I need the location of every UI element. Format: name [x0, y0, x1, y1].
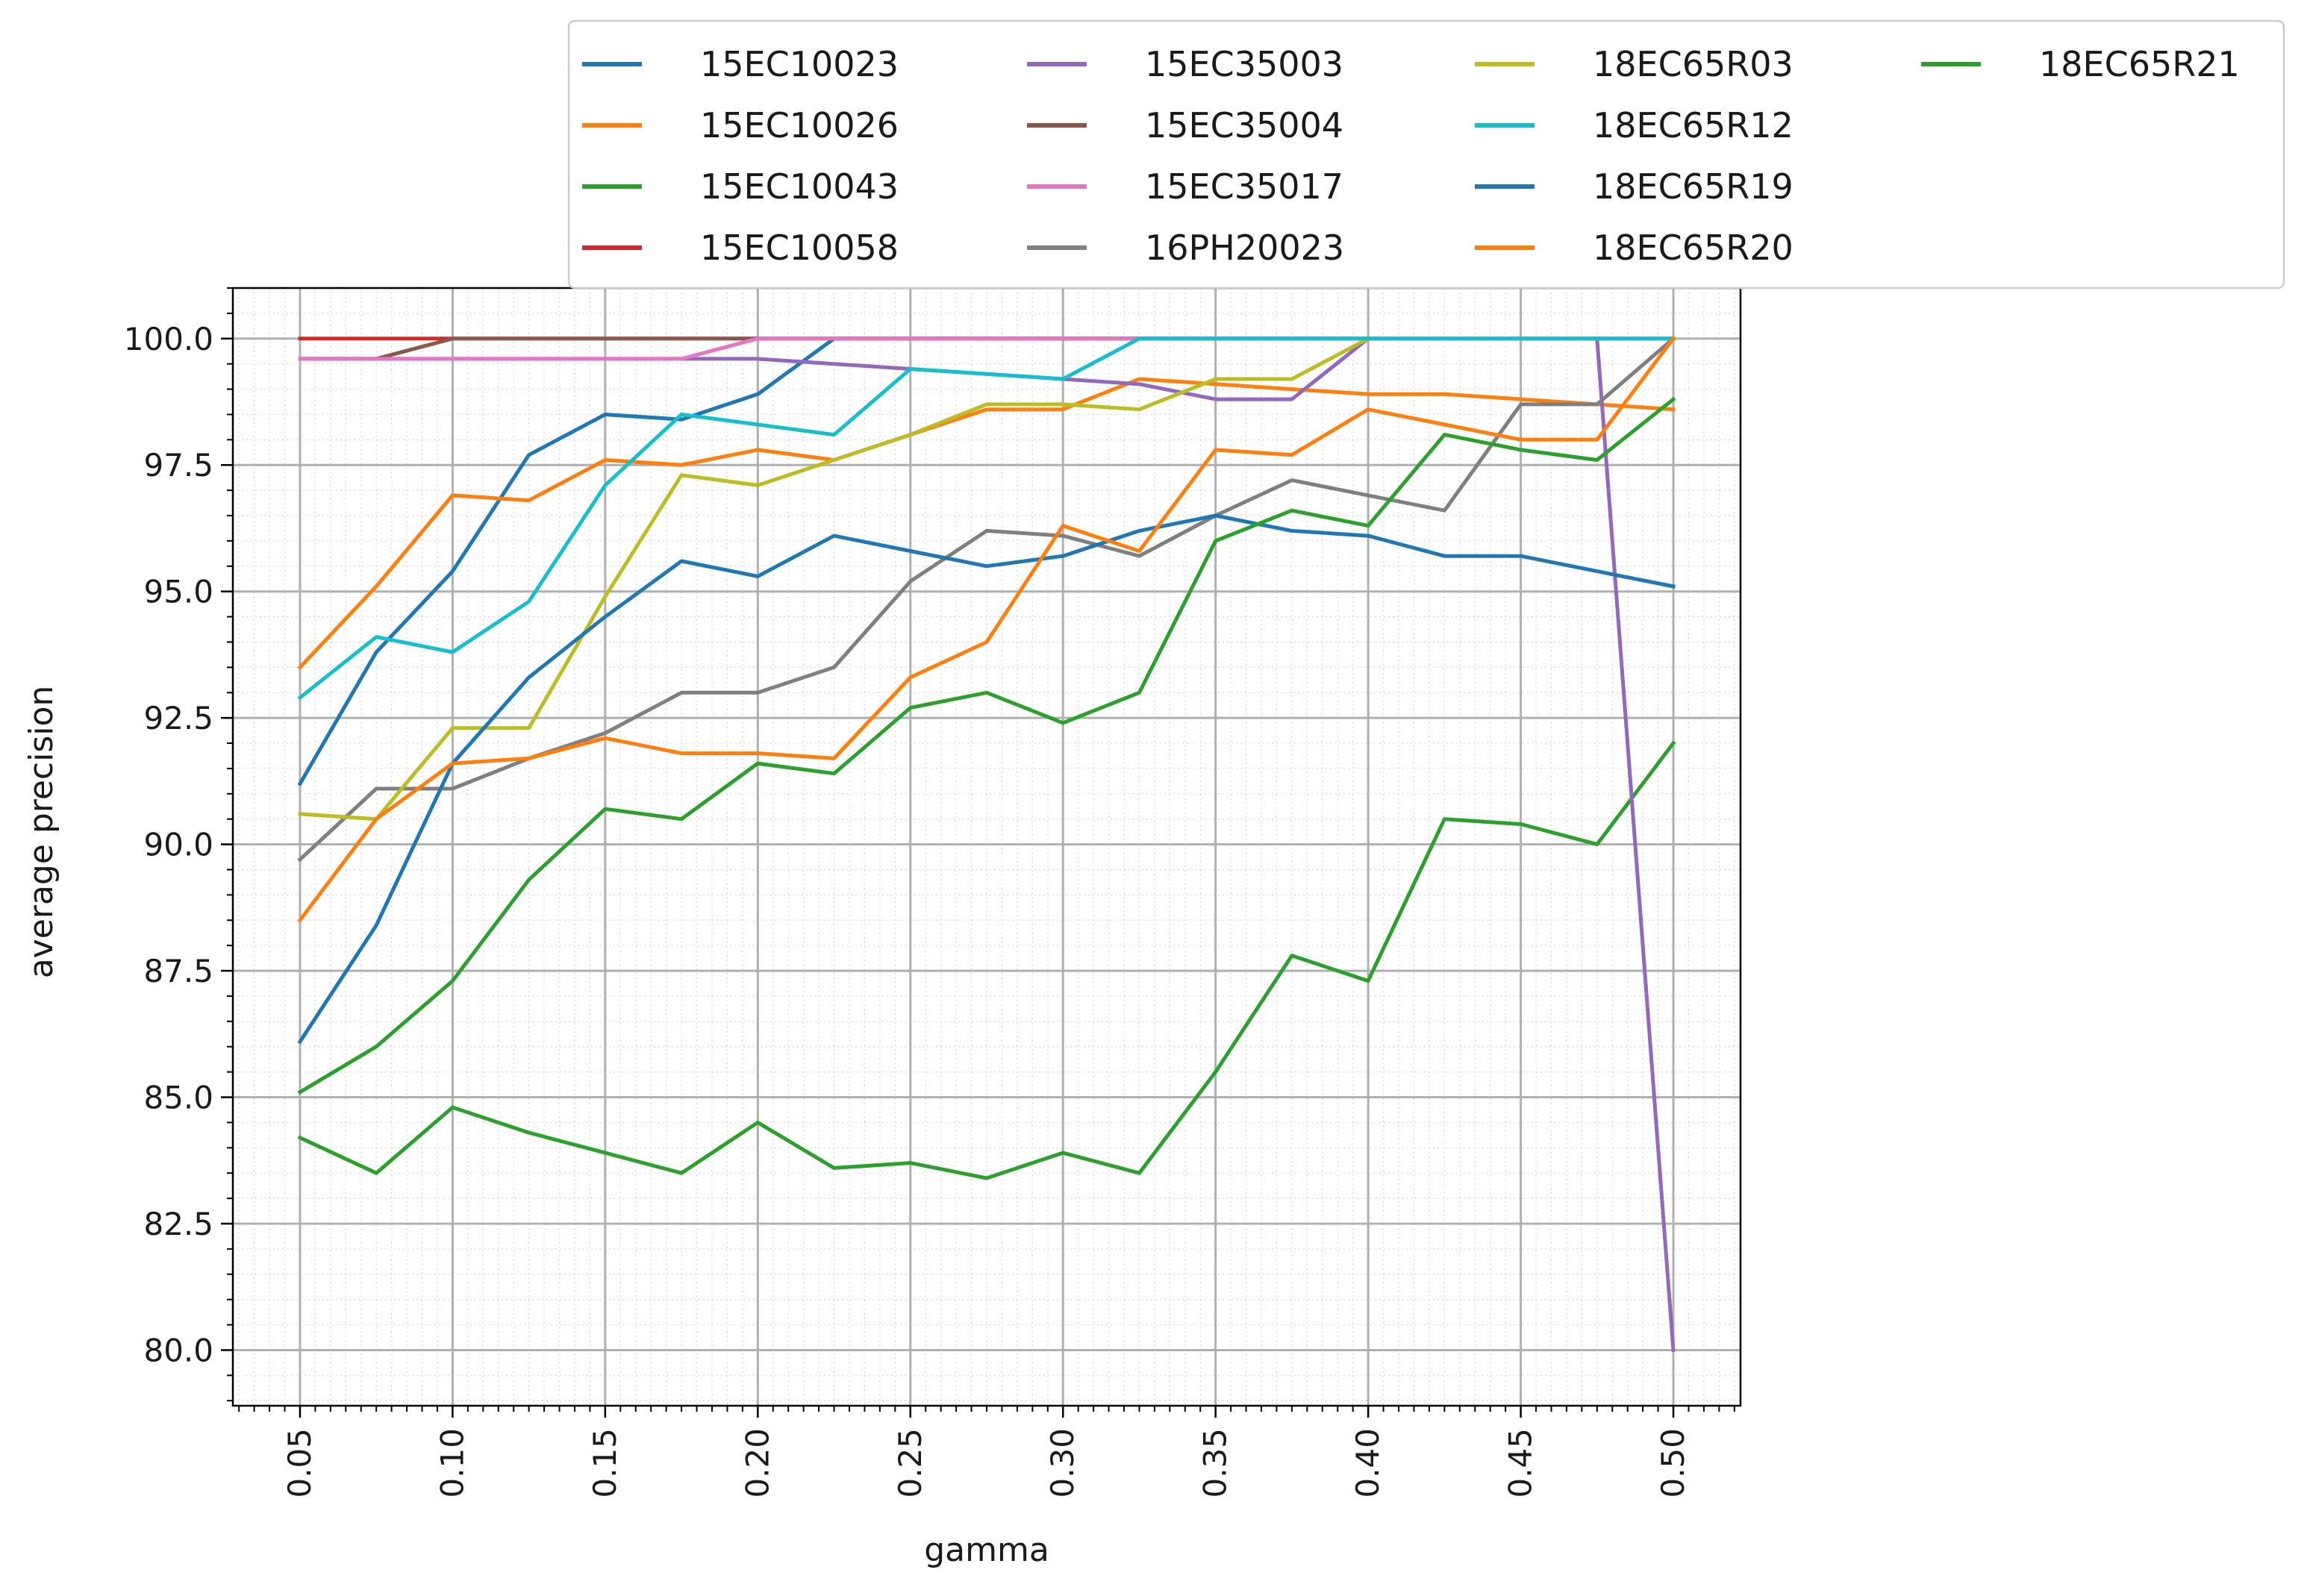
y-tick-label: 100.0 [124, 321, 213, 357]
x-tick-label: 0.35 [1197, 1428, 1234, 1498]
series-line-15EC10026 [297, 377, 1676, 670]
x-tick-label: 0.50 [1655, 1428, 1691, 1498]
x-tick-label: 0.20 [739, 1428, 775, 1498]
legend: 15EC10023 15EC10026 15EC10043 15EC10058 15EC… [567, 19, 2285, 290]
y-tick-label: 82.5 [143, 1206, 213, 1242]
legend-label: 18EC65R20 [1593, 228, 1793, 268]
y-tick-label: 85.0 [143, 1080, 213, 1116]
legend-label: 15EC10043 [700, 166, 899, 207]
x-tick-label: 0.15 [587, 1428, 623, 1498]
series-line-18EC65R12 [297, 337, 1676, 701]
x-tick-label: 0.40 [1349, 1428, 1386, 1498]
x-tick-label: 0.25 [892, 1428, 928, 1498]
series-line-18EC65R20 [297, 336, 1676, 923]
y-tick-label: 80.0 [143, 1332, 213, 1368]
legend-label: 18EC65R21 [2039, 44, 2240, 84]
series-lines [297, 336, 1676, 1353]
x-tick-label: 0.10 [434, 1428, 470, 1498]
legend-label: 15EC10058 [700, 228, 899, 268]
legend-label: 15EC10026 [700, 105, 899, 145]
legend-label: 15EC35017 [1145, 166, 1343, 207]
legend-label: 15EC35003 [1145, 44, 1343, 84]
series-line-18EC65R21 [297, 396, 1676, 1095]
x-tick-label: 0.05 [281, 1428, 318, 1498]
legend-label: 18EC65R12 [1593, 105, 1793, 145]
legend-label: 18EC65R03 [1593, 44, 1793, 84]
y-axis: 80.0 82.5 85.0 87.5 90.0 92.5 95.0 97.5 100.0 [124, 287, 233, 1402]
y-axis-label: average precision [22, 686, 60, 979]
y-tick-label: 95.0 [143, 574, 213, 610]
y-tick-label: 90.0 [143, 827, 213, 863]
x-tick-label: 0.30 [1044, 1428, 1081, 1498]
legend-label: 15EC35004 [1145, 105, 1343, 145]
y-tick-label: 97.5 [143, 447, 213, 484]
x-axis: 0.05 0.10 0.15 0.20 0.25 0.30 0.35 0.40 0.45 0.50 [238, 1406, 1735, 1498]
x-axis-label: gamma [924, 1531, 1049, 1569]
major-grid [233, 288, 1741, 1406]
legend-label: 15EC10023 [700, 44, 899, 84]
minor-grid [233, 287, 1741, 1406]
legend-box [567, 19, 2285, 290]
y-tick-label: 92.5 [143, 700, 213, 736]
y-tick-label: 87.5 [143, 953, 213, 989]
series-line-15EC10043 [297, 740, 1676, 1180]
series-line-18EC65R19 [297, 513, 1676, 1045]
legend-label: 16PH20023 [1145, 228, 1344, 268]
legend-label: 18EC65R19 [1593, 166, 1793, 207]
x-tick-label: 0.45 [1502, 1428, 1539, 1498]
